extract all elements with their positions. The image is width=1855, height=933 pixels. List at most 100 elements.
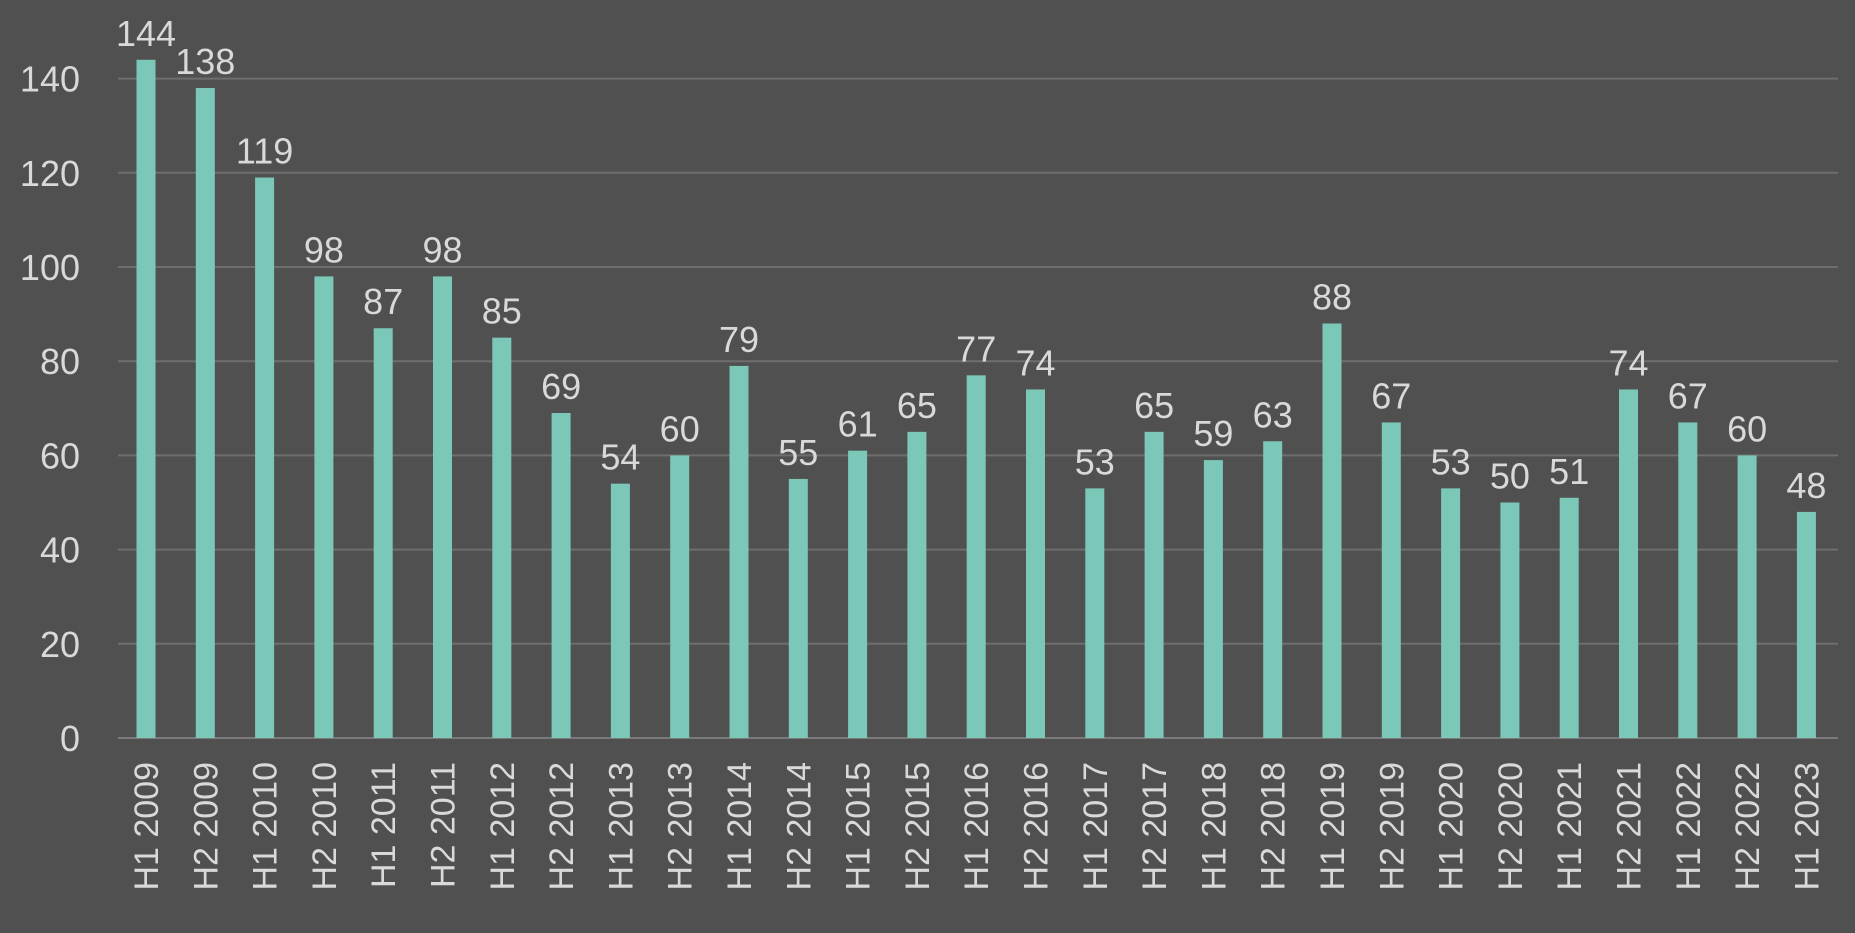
bar — [1144, 431, 1164, 738]
data-label: 119 — [236, 131, 293, 172]
x-category-label: H1 2021 — [1551, 762, 1589, 891]
x-category-label: H2 2010 — [306, 762, 344, 891]
bar — [610, 483, 630, 738]
bar — [551, 413, 571, 738]
bars — [136, 59, 1816, 738]
data-label: 98 — [304, 229, 344, 270]
x-category-label: H1 2015 — [840, 762, 878, 891]
x-category-label: H1 2017 — [1077, 762, 1115, 891]
x-category-label: H1 2022 — [1670, 762, 1708, 891]
bar — [966, 375, 986, 738]
data-label: 69 — [541, 366, 581, 407]
data-label: 61 — [838, 404, 878, 445]
bar — [195, 88, 215, 738]
data-label: 65 — [1134, 385, 1174, 426]
x-category-label: H1 2010 — [247, 762, 285, 891]
data-label: 74 — [1015, 342, 1055, 383]
x-category-label: H1 2018 — [1195, 762, 1233, 891]
y-tick-label: 40 — [40, 530, 80, 571]
bar — [255, 177, 275, 738]
x-category-label: H1 2019 — [1314, 762, 1352, 891]
bar — [1796, 511, 1816, 738]
data-label: 55 — [778, 432, 818, 473]
data-label: 98 — [422, 229, 462, 270]
y-tick-label: 0 — [60, 718, 80, 759]
bar — [373, 328, 393, 738]
y-tick-label: 80 — [40, 341, 80, 382]
data-label: 77 — [956, 328, 996, 369]
data-label: 50 — [1490, 456, 1530, 497]
data-label: 65 — [897, 385, 937, 426]
bar — [1381, 422, 1401, 738]
x-category-label: H2 2017 — [1136, 762, 1174, 891]
data-label: 87 — [363, 281, 403, 322]
bar — [1619, 389, 1638, 738]
bar — [314, 276, 334, 738]
y-tick-label: 20 — [40, 624, 80, 665]
bar — [1085, 488, 1105, 738]
data-label: 138 — [175, 41, 235, 82]
bar — [492, 337, 512, 738]
bar — [1500, 502, 1520, 738]
bar — [670, 455, 690, 738]
data-label: 59 — [1193, 413, 1233, 454]
y-tick-label: 120 — [20, 153, 80, 194]
data-label: 60 — [660, 408, 700, 449]
x-category-label: H1 2009 — [128, 762, 166, 891]
x-category-label: H1 2023 — [1788, 762, 1826, 891]
data-label: 67 — [1668, 375, 1708, 416]
x-category-label: H2 2021 — [1611, 762, 1649, 891]
bar — [1678, 422, 1698, 738]
bar — [907, 431, 927, 738]
y-tick-label: 140 — [20, 59, 80, 100]
x-category-label: H1 2011 — [365, 762, 403, 888]
x-category-label: H1 2013 — [602, 762, 640, 891]
bar — [848, 450, 868, 738]
x-category-label: H2 2022 — [1729, 762, 1767, 891]
data-label: 51 — [1549, 451, 1589, 492]
data-label: 67 — [1371, 375, 1411, 416]
x-category-label: H2 2018 — [1255, 762, 1293, 891]
y-tick-label: 60 — [40, 435, 80, 476]
bar — [729, 365, 749, 738]
data-label: 79 — [719, 319, 759, 360]
data-label: 53 — [1431, 441, 1471, 482]
x-category-label: H2 2013 — [662, 762, 700, 891]
bar — [1263, 441, 1283, 738]
x-category-label: H2 2016 — [1018, 762, 1056, 891]
bar — [136, 59, 156, 738]
x-category-label: H2 2020 — [1492, 762, 1530, 891]
y-axis-ticks: 0 20 40 60 80 100 120 140 — [20, 59, 80, 759]
x-category-label: H2 2012 — [543, 762, 581, 891]
x-category-label: H1 2012 — [484, 762, 522, 891]
y-tick-label: 100 — [20, 247, 80, 288]
data-label: 48 — [1786, 465, 1826, 506]
x-category-label: H1 2016 — [958, 762, 996, 891]
x-category-label: H2 2019 — [1373, 762, 1411, 891]
x-category-label: H1 2020 — [1433, 762, 1471, 891]
data-label: 60 — [1727, 408, 1767, 449]
bar — [1559, 497, 1579, 738]
data-label: 54 — [600, 437, 640, 478]
x-category-label: H2 2015 — [899, 762, 937, 891]
x-category-label: H2 2014 — [780, 762, 818, 891]
bar — [1203, 460, 1223, 738]
data-label: 74 — [1608, 342, 1648, 383]
bar — [1026, 389, 1045, 738]
x-category-label: H2 2009 — [187, 762, 225, 891]
bar — [1441, 488, 1461, 738]
data-label: 63 — [1253, 394, 1293, 435]
x-category-label: H1 2014 — [721, 762, 759, 891]
bar — [788, 478, 808, 738]
data-label: 88 — [1312, 277, 1352, 318]
bar — [433, 276, 452, 738]
data-label: 85 — [482, 291, 522, 332]
bar — [1322, 323, 1342, 738]
x-axis-categories: H1 2009 H2 2009 H1 2010 H2 2010 H1 2011 H2 20… — [128, 762, 1826, 891]
bar — [1737, 455, 1757, 738]
data-label: 53 — [1075, 441, 1115, 482]
data-label: 144 — [116, 13, 176, 54]
